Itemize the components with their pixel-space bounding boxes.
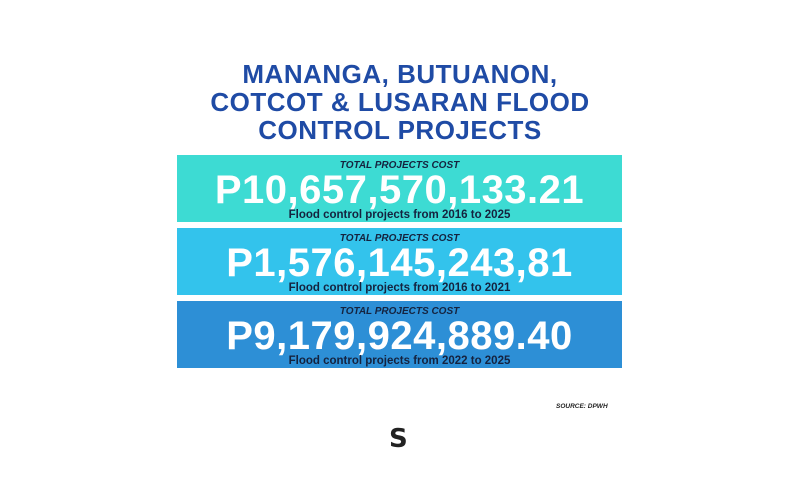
cost-card-total: TOTAL PROJECTS COST P10,657,570,133.21 F… [177, 155, 622, 222]
card-label: TOTAL PROJECTS COST [339, 306, 460, 317]
title-line: CONTROL PROJECTS [258, 115, 542, 145]
card-description: Flood control projects from 2016 to 2025 [288, 209, 511, 221]
card-label: TOTAL PROJECTS COST [339, 160, 460, 171]
source-note: SOURCE: DPWH [556, 403, 608, 410]
cost-card-2016-2021: TOTAL PROJECTS COST P1,576,145,243,81 Fl… [177, 228, 622, 295]
page-title: MANANGA, BUTUANON, COTCOT & LUSARAN FLOO… [150, 60, 650, 144]
cost-card-2022-2025: TOTAL PROJECTS COST P9,179,924,889.40 Fl… [177, 301, 622, 368]
title-line: MANANGA, BUTUANON, [242, 59, 558, 89]
card-description: Flood control projects from 2022 to 2025 [288, 355, 511, 367]
card-amount: P10,657,570,133.21 [214, 168, 585, 212]
title-line: COTCOT & LUSARAN FLOOD [210, 87, 590, 117]
card-amount: P9,179,924,889.40 [226, 314, 573, 358]
brand-logo: S [389, 424, 408, 454]
card-description: Flood control projects from 2016 to 2021 [288, 282, 511, 294]
card-label: TOTAL PROJECTS COST [339, 233, 460, 244]
card-amount: P1,576,145,243,81 [226, 241, 573, 285]
